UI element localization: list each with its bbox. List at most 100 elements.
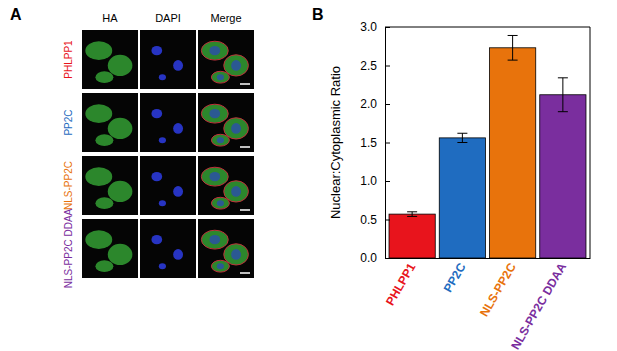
cell-body	[201, 41, 228, 60]
nucleus	[159, 137, 166, 143]
error-bar	[508, 35, 518, 60]
cell-body	[95, 71, 113, 83]
nucleus	[217, 200, 224, 206]
image-frame	[82, 219, 138, 278]
nucleus	[231, 60, 241, 71]
y-tick-mark	[385, 143, 390, 144]
y-tick-mark	[385, 27, 390, 28]
plot-frame	[385, 27, 590, 258]
cell-body	[201, 167, 228, 186]
cell-body	[211, 197, 229, 209]
cell-body	[224, 55, 249, 76]
cell-body	[201, 104, 228, 123]
y-tick-mark	[385, 181, 390, 182]
nucleus	[231, 249, 241, 260]
cell-body	[108, 118, 133, 139]
x-tick: NLS-PP2C DDAA	[508, 258, 569, 351]
bar	[439, 138, 485, 258]
image-frame	[198, 93, 254, 152]
nucleus	[209, 46, 220, 55]
micrograph	[140, 93, 196, 152]
figure: AHADAPIMergePHLPP1PP2CNLS-PP2CNLS-PP2C D…	[0, 0, 617, 351]
micrograph	[198, 219, 254, 278]
cell-body	[211, 71, 229, 83]
row-label: PP2C	[63, 109, 74, 135]
cell-body	[85, 104, 112, 123]
image-frame	[82, 30, 138, 89]
y-tick: 2.5	[360, 59, 390, 73]
image-frame	[198, 156, 254, 215]
scale-bar	[240, 272, 250, 274]
scale-bar	[240, 83, 250, 85]
nucleus	[231, 186, 241, 197]
cell-body	[85, 41, 112, 60]
y-tick-label: 2.5	[360, 59, 377, 73]
cell-body	[85, 167, 112, 186]
bar	[490, 48, 536, 258]
bar	[540, 95, 586, 258]
y-tick-mark	[385, 66, 390, 67]
micrograph	[82, 156, 138, 215]
y-axis-title: Nuclear:Cytoplasmic Ratio	[328, 66, 343, 219]
scale-bar	[240, 209, 250, 211]
row-label: PHLPP1	[63, 40, 74, 79]
y-tick: 2.0	[360, 97, 390, 111]
cell-body	[95, 260, 113, 272]
y-tick-mark	[385, 104, 390, 105]
nucleus	[159, 263, 166, 269]
column-header: HA	[102, 12, 118, 24]
micrograph	[198, 93, 254, 152]
column-header: Merge	[210, 12, 241, 24]
nucleus	[151, 235, 162, 244]
nucleus	[151, 109, 162, 118]
row-label: NLS-PP2C	[63, 161, 74, 210]
row-label: NLS-PP2C DDAA	[63, 208, 74, 288]
nucleus	[173, 249, 183, 260]
nucleus	[151, 46, 162, 55]
nucleus	[159, 200, 166, 206]
y-axis: 0.0 0.5 1.0 1.5 2.0 2.5 3.0	[360, 20, 390, 265]
panel-label: A	[10, 6, 22, 23]
nucleus	[151, 172, 162, 181]
y-tick-label: 3.0	[360, 20, 377, 34]
nucleus	[217, 137, 224, 143]
y-tick-mark	[385, 220, 390, 221]
cell-body	[224, 181, 249, 202]
y-tick-label: 0.0	[360, 251, 377, 265]
scale-bar	[240, 146, 250, 148]
nucleus	[209, 109, 220, 118]
y-tick-label: 1.0	[360, 174, 377, 188]
micrograph	[198, 156, 254, 215]
image-frame	[82, 93, 138, 152]
x-tick: PP2C	[441, 258, 469, 295]
nucleus	[217, 74, 224, 80]
x-tick-label: NLS-PP2C DDAA	[508, 260, 569, 351]
column-header: DAPI	[155, 12, 181, 24]
x-axis-line	[386, 258, 591, 259]
micrograph	[140, 30, 196, 89]
image-frame	[140, 30, 196, 89]
cell-body	[108, 181, 133, 202]
y-tick: 1.5	[360, 136, 390, 150]
image-frame	[140, 156, 196, 215]
x-tick-label: NLS-PP2C	[477, 260, 519, 319]
error-bar	[407, 212, 417, 217]
y-tick: 3.0	[360, 20, 390, 34]
micrograph	[140, 219, 196, 278]
nucleus	[231, 123, 241, 134]
error-bar	[558, 78, 568, 112]
nucleus	[173, 60, 183, 71]
x-tick: NLS-PP2C	[477, 258, 519, 319]
x-tick-label: PP2C	[441, 260, 469, 294]
panel-label: B	[312, 6, 324, 23]
y-tick-label: 2.0	[360, 97, 377, 111]
cell-body	[211, 134, 229, 146]
cell-body	[224, 118, 249, 139]
y-tick-label: 0.5	[360, 213, 377, 227]
image-frame	[140, 93, 196, 152]
nucleus	[209, 235, 220, 244]
y-tick: 1.0	[360, 174, 390, 188]
cell-body	[224, 244, 249, 265]
nucleus	[209, 172, 220, 181]
x-tick-label: PHLPP1	[383, 260, 419, 308]
